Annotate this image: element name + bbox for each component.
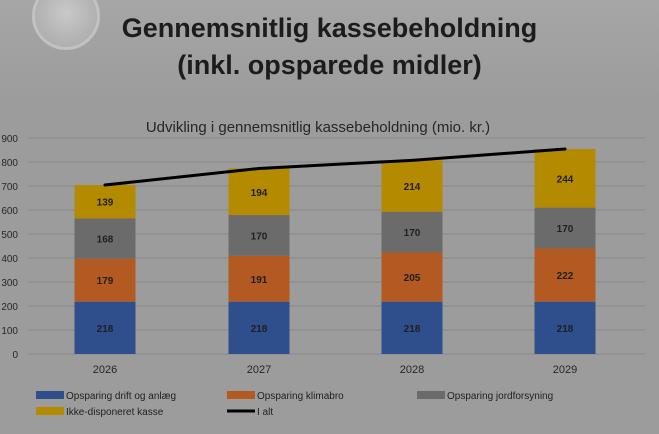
bar-segment bbox=[74, 185, 136, 219]
y-tick-label: 700 bbox=[1, 182, 18, 193]
slide-title-line1: Gennemsnitlig kassebeholdning bbox=[121, 13, 538, 43]
data-label: 170 bbox=[251, 231, 268, 242]
bar-segment bbox=[534, 207, 596, 249]
bar-segment bbox=[74, 218, 136, 259]
y-tick-label: 300 bbox=[1, 278, 18, 289]
data-label: 214 bbox=[404, 182, 421, 193]
x-tick-label: 2028 bbox=[400, 364, 424, 376]
data-label: 218 bbox=[251, 324, 268, 335]
bar-segment bbox=[534, 149, 596, 208]
y-tick-label: 100 bbox=[1, 326, 18, 337]
bar-segment bbox=[534, 248, 596, 302]
legend-swatch bbox=[36, 407, 64, 415]
x-tick-label: 2026 bbox=[93, 364, 117, 376]
data-label: 222 bbox=[557, 271, 574, 282]
y-tick-label: 900 bbox=[1, 134, 18, 145]
data-label: 194 bbox=[251, 188, 268, 199]
slide-title: Gennemsnitlig kassebeholdning (inkl. ops… bbox=[0, 10, 659, 84]
legend-label: I alt bbox=[257, 407, 273, 418]
y-tick-label: 500 bbox=[1, 230, 18, 241]
total-line bbox=[103, 147, 567, 187]
slide-header-background bbox=[0, 0, 659, 100]
legend-label: Opsparing klimabro bbox=[257, 391, 344, 402]
data-label: 218 bbox=[557, 324, 574, 335]
bar-segment bbox=[228, 255, 290, 302]
legend-swatch bbox=[36, 391, 64, 399]
bar-segment bbox=[381, 211, 443, 253]
y-tick-label: 800 bbox=[1, 158, 18, 169]
legend-label: Opsparing drift og anlæg bbox=[66, 391, 176, 402]
legend-label: Ikke-disponeret kasse bbox=[66, 407, 164, 418]
data-label: 139 bbox=[97, 198, 114, 209]
data-label: 179 bbox=[97, 276, 114, 287]
bar-segment bbox=[381, 160, 443, 212]
bar-segment bbox=[228, 215, 290, 256]
x-tick-label: 2029 bbox=[553, 364, 577, 376]
x-tick-label: 2027 bbox=[247, 364, 271, 376]
y-tick-label: 200 bbox=[1, 302, 18, 313]
stacked-bar-chart: Udvikling i gennemsnitlig kassebeholdnin… bbox=[1, 119, 645, 418]
data-label: 168 bbox=[97, 235, 114, 246]
data-label: 191 bbox=[251, 275, 268, 286]
data-label: 205 bbox=[404, 273, 421, 284]
slide-title-line2: (inkl. opsparede midler) bbox=[177, 50, 482, 80]
bar-segment bbox=[74, 301, 136, 354]
legend-label: Opsparing jordforsyning bbox=[447, 391, 553, 402]
bar-segment bbox=[381, 301, 443, 354]
y-tick-label: 600 bbox=[1, 206, 18, 217]
data-label: 170 bbox=[404, 228, 421, 239]
y-tick-label: 0 bbox=[12, 350, 18, 361]
legend-swatch bbox=[227, 391, 255, 399]
y-tick-label: 400 bbox=[1, 254, 18, 265]
data-label: 218 bbox=[97, 324, 114, 335]
data-label: 244 bbox=[557, 174, 574, 185]
chart-panel: Udvikling i gennemsnitlig kassebeholdnin… bbox=[0, 100, 659, 434]
data-label: 218 bbox=[404, 324, 421, 335]
bar-segment bbox=[74, 258, 136, 302]
bar-segment bbox=[228, 301, 290, 354]
data-label: 170 bbox=[557, 224, 574, 235]
bar-segment bbox=[381, 252, 443, 302]
legend-swatch bbox=[417, 391, 445, 399]
bar-segment bbox=[228, 168, 290, 216]
bar-segment bbox=[534, 301, 596, 354]
chart-title: Udvikling i gennemsnitlig kassebeholdnin… bbox=[146, 119, 490, 136]
